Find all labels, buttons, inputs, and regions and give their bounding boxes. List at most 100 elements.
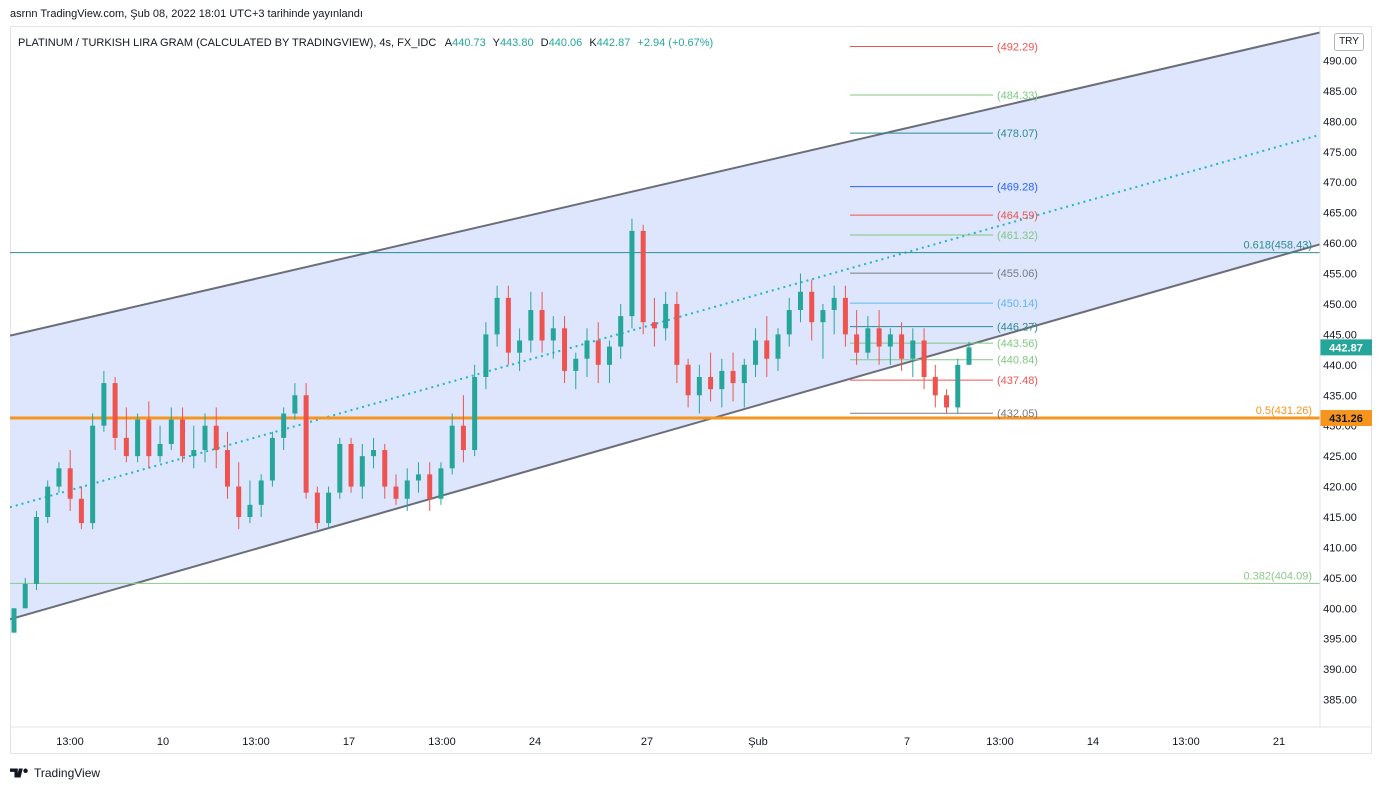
candle-body xyxy=(921,340,927,377)
fib-levels[interactable]: 0.618(458.43) 0.5(431.26) 0.382(404.09) xyxy=(10,240,1320,584)
header: asrnn TradingView.com, Şub 08, 2022 18:0… xyxy=(0,0,1386,26)
candle-body xyxy=(719,370,725,390)
high-label: Y xyxy=(493,37,501,49)
fib-level-badge-label: 431.26 xyxy=(1329,413,1363,425)
candle-body xyxy=(651,322,657,329)
open-label: A xyxy=(445,37,453,49)
candle-body xyxy=(741,364,747,384)
candle-body xyxy=(404,480,410,499)
price-chart[interactable]: 0.618(458.43) 0.5(431.26) 0.382(404.09) (4… xyxy=(0,0,1386,760)
candle-body xyxy=(78,498,84,524)
candle-body xyxy=(910,340,916,359)
pivot-level-label: (461.32) xyxy=(997,230,1038,242)
candle-body xyxy=(393,486,399,499)
footer-brand: TradingView xyxy=(34,766,101,780)
candle-body xyxy=(415,474,421,481)
candle-body xyxy=(505,297,511,353)
candle-body xyxy=(213,425,219,451)
candle-body xyxy=(348,443,354,487)
candle-body xyxy=(899,334,905,359)
candle-body xyxy=(123,437,129,457)
pivot-level-label: (492.29) xyxy=(997,42,1038,54)
candle-body xyxy=(292,395,298,414)
pivot-levels[interactable]: (492.29) (484.33) (478.07) (469.28) (464.59)… xyxy=(850,42,1038,421)
candle-body xyxy=(180,419,186,457)
open-value: 440.73 xyxy=(452,37,486,49)
pivot-level-label: (469.28) xyxy=(997,182,1038,194)
fib-level-badge xyxy=(1320,410,1372,427)
candle-body xyxy=(112,383,118,438)
price-tick-label: 470.00 xyxy=(1323,177,1357,189)
candlesticks xyxy=(11,218,972,633)
pivot-level-label: (455.06) xyxy=(997,268,1038,280)
candle-body xyxy=(517,340,523,353)
candle-body xyxy=(797,291,803,311)
pivot-level-label: (446.27) xyxy=(997,322,1038,334)
price-tick-label: 385.00 xyxy=(1323,695,1357,707)
time-tick-label: 27 xyxy=(641,736,653,748)
low-value: 440.06 xyxy=(549,37,583,49)
candle-body xyxy=(854,334,860,353)
candle-body xyxy=(944,395,950,408)
price-tick-label: 395.00 xyxy=(1323,634,1357,646)
candle-body xyxy=(809,291,815,323)
time-tick-label: 13:00 xyxy=(428,736,456,748)
pivot-level-label: (450.14) xyxy=(997,298,1038,310)
time-axis[interactable]: 13:00 10 13:00 17 13:00 24 27 Şub 7 13:00 14 13:00 2… xyxy=(10,27,1372,748)
candle-body xyxy=(674,303,680,365)
candle-body xyxy=(966,347,972,365)
fib-level-label: 0.5(431.26) xyxy=(1256,405,1312,417)
candle-body xyxy=(786,310,792,335)
candle-body xyxy=(831,297,837,311)
channel-mid-line xyxy=(10,133,1320,509)
pivot-level-label: (484.33) xyxy=(997,90,1038,102)
candle-body xyxy=(932,377,938,396)
candle-body xyxy=(326,492,332,524)
candle-body xyxy=(269,437,275,481)
candle-body xyxy=(236,486,242,517)
candle-body xyxy=(460,425,466,451)
candle-body xyxy=(483,334,489,377)
high-value: 443.80 xyxy=(500,37,534,49)
candle-body xyxy=(753,340,759,365)
fib-level-label: 0.382(404.09) xyxy=(1244,570,1313,582)
candle-body xyxy=(438,468,444,499)
currency-badge[interactable]: TRY xyxy=(1334,33,1364,51)
price-tick-label: 465.00 xyxy=(1323,208,1357,220)
candle-body xyxy=(842,297,848,335)
time-tick-label: 24 xyxy=(529,736,541,748)
price-tick-label: 435.00 xyxy=(1323,390,1357,402)
candle-body xyxy=(764,340,770,359)
candle-body xyxy=(135,419,141,457)
change-value: +2.94 (+0.67%) xyxy=(637,37,713,49)
time-tick-label: 13:00 xyxy=(56,736,84,748)
price-axis[interactable]: 385.00 390.00 395.00 400.00 405.00 410.00 415.… xyxy=(1320,55,1372,707)
time-tick-label: 17 xyxy=(343,736,355,748)
candle-body xyxy=(606,346,612,365)
price-tick-label: 440.00 xyxy=(1323,360,1357,372)
candle-body xyxy=(663,303,669,329)
close-value: 442.87 xyxy=(597,37,631,49)
price-tick-label: 460.00 xyxy=(1323,238,1357,250)
price-tick-label: 415.00 xyxy=(1323,512,1357,524)
candle-body xyxy=(618,316,624,347)
candle-body xyxy=(629,230,635,317)
candle-body xyxy=(90,425,96,524)
candle-body xyxy=(708,377,714,390)
channel-upper-line xyxy=(10,31,1320,337)
candle-body xyxy=(427,474,433,499)
symbol-legend: PLATINUM / TURKISH LIRA GRAM (CALCULATED… xyxy=(18,37,713,49)
candle-body xyxy=(146,419,152,457)
candle-body xyxy=(314,492,320,524)
candle-body xyxy=(45,486,51,517)
last-price-badge xyxy=(1320,339,1372,356)
candle-body xyxy=(528,310,534,341)
price-tick-label: 400.00 xyxy=(1323,603,1357,615)
candle-body xyxy=(56,468,62,487)
pivot-level-label: (478.07) xyxy=(997,128,1038,140)
candle-body xyxy=(876,328,882,347)
close-label: K xyxy=(589,37,597,49)
candle-body xyxy=(359,456,365,487)
candle-body xyxy=(191,450,197,457)
candle-body xyxy=(202,425,208,451)
